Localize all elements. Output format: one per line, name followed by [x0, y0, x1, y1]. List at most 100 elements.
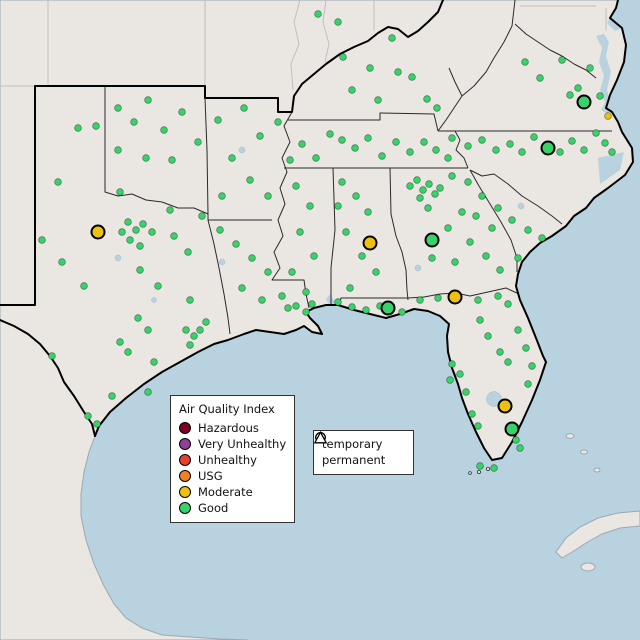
aqi-monitor-marker[interactable] [246, 176, 254, 184]
aqi-monitor-marker[interactable] [170, 232, 178, 240]
aqi-monitor-marker[interactable] [514, 254, 522, 262]
aqi-monitor-marker[interactable] [472, 212, 480, 220]
aqi-monitor-marker[interactable] [238, 284, 246, 292]
aqi-monitor-marker[interactable] [132, 226, 140, 234]
aqi-monitor-marker[interactable] [474, 422, 482, 430]
aqi-monitor-marker[interactable] [372, 268, 380, 276]
aqi-monitor-marker[interactable] [592, 129, 600, 137]
aqi-monitor-marker[interactable] [342, 228, 350, 236]
aqi-monitor-marker[interactable] [134, 314, 142, 322]
aqi-monitor-marker[interactable] [494, 292, 502, 300]
aqi-monitor-marker[interactable] [506, 140, 514, 148]
aqi-monitor-marker[interactable] [92, 122, 100, 130]
aqi-monitor-marker[interactable] [334, 298, 342, 306]
aqi-monitor-marker[interactable] [528, 362, 536, 370]
aqi-monitor-marker[interactable] [434, 294, 442, 302]
aqi-monitor-marker[interactable] [292, 302, 300, 310]
aqi-monitor-marker[interactable] [508, 216, 516, 224]
aqi-monitor-marker[interactable] [419, 186, 427, 194]
aqi-monitor-marker[interactable] [484, 332, 492, 340]
aqi-monitor-marker[interactable] [248, 254, 256, 262]
aqi-monitor-marker[interactable] [398, 308, 406, 316]
aqi-monitor-marker[interactable] [536, 74, 544, 82]
aqi-monitor-marker[interactable] [566, 91, 574, 99]
aqi-monitor-temporary-marker[interactable] [90, 224, 106, 240]
aqi-monitor-marker[interactable] [436, 184, 444, 192]
aqi-monitor-marker[interactable] [184, 248, 192, 256]
aqi-monitor-marker[interactable] [124, 218, 132, 226]
aqi-monitor-marker[interactable] [144, 326, 152, 334]
aqi-monitor-marker[interactable] [530, 133, 538, 141]
aqi-monitor-marker[interactable] [48, 352, 56, 360]
aqi-monitor-marker[interactable] [433, 104, 441, 112]
aqi-monitor-marker[interactable] [326, 130, 334, 138]
aqi-monitor-marker[interactable] [521, 58, 529, 66]
aqi-monitor-marker[interactable] [314, 10, 322, 18]
aqi-monitor-marker[interactable] [444, 224, 452, 232]
aqi-monitor-marker[interactable] [478, 136, 486, 144]
aqi-monitor-marker[interactable] [408, 73, 416, 81]
aqi-monitor-marker[interactable] [240, 104, 248, 112]
aqi-monitor-marker[interactable] [190, 332, 198, 340]
aqi-monitor-marker[interactable] [116, 188, 124, 196]
aqi-monitor-marker[interactable] [54, 178, 62, 186]
aqi-monitor-marker[interactable] [348, 303, 356, 311]
aqi-monitor-marker[interactable] [496, 348, 504, 356]
aqi-monitor-marker[interactable] [284, 304, 292, 312]
aqi-monitor-marker[interactable] [556, 148, 564, 156]
aqi-monitor-marker[interactable] [378, 152, 386, 160]
aqi-monitor-marker[interactable] [334, 202, 342, 210]
aqi-monitor-marker[interactable] [93, 420, 101, 428]
aqi-monitor-marker[interactable] [38, 236, 46, 244]
aqi-monitor-marker[interactable] [451, 258, 459, 266]
aqi-monitor-temporary-marker[interactable] [424, 232, 440, 248]
aqi-monitor-marker[interactable] [420, 138, 428, 146]
aqi-monitor-marker[interactable] [264, 268, 272, 276]
aqi-monitor-marker[interactable] [446, 376, 454, 384]
aqi-monitor-marker[interactable] [346, 284, 354, 292]
aqi-monitor-marker[interactable] [139, 220, 147, 228]
aqi-monitor-marker[interactable] [118, 228, 126, 236]
aqi-monitor-marker[interactable] [144, 388, 152, 396]
aqi-monitor-marker[interactable] [462, 388, 470, 396]
aqi-monitor-marker[interactable] [416, 296, 424, 304]
aqi-monitor-marker[interactable] [448, 134, 456, 142]
aqi-monitor-marker[interactable] [84, 412, 92, 420]
aqi-monitor-marker[interactable] [514, 326, 522, 334]
aqi-monitor-marker[interactable] [468, 410, 476, 418]
aqi-monitor-marker[interactable] [108, 392, 116, 400]
aqi-monitor-marker[interactable] [352, 192, 360, 200]
aqi-monitor-marker[interactable] [160, 126, 168, 134]
aqi-monitor-marker[interactable] [296, 228, 304, 236]
aqi-monitor-temporary-marker[interactable] [576, 94, 592, 110]
aqi-monitor-marker[interactable] [228, 154, 236, 162]
aqi-monitor-marker[interactable] [58, 258, 66, 266]
aqi-monitor-marker[interactable] [466, 238, 474, 246]
aqi-monitor-marker[interactable] [604, 112, 612, 120]
aqi-monitor-temporary-marker[interactable] [380, 300, 396, 316]
aqi-monitor-marker[interactable] [518, 148, 526, 156]
aqi-monitor-marker[interactable] [496, 266, 504, 274]
aqi-monitor-marker[interactable] [114, 146, 122, 154]
aqi-monitor-marker[interactable] [232, 240, 240, 248]
aqi-monitor-marker[interactable] [338, 178, 346, 186]
aqi-monitor-marker[interactable] [286, 156, 294, 164]
aqi-monitor-marker[interactable] [458, 208, 466, 216]
aqi-monitor-marker[interactable] [194, 138, 202, 146]
aqi-monitor-marker[interactable] [601, 139, 609, 147]
aqi-monitor-marker[interactable] [464, 142, 472, 150]
aqi-monitor-marker[interactable] [348, 86, 356, 94]
aqi-monitor-marker[interactable] [364, 208, 372, 216]
aqi-monitor-marker[interactable] [476, 462, 484, 470]
aqi-monitor-marker[interactable] [216, 226, 224, 234]
aqi-monitor-marker[interactable] [494, 204, 502, 212]
aqi-monitor-marker[interactable] [476, 316, 484, 324]
aqi-monitor-marker[interactable] [148, 228, 156, 236]
aqi-monitor-marker[interactable] [196, 326, 204, 334]
aqi-monitor-marker[interactable] [416, 194, 424, 202]
aqi-monitor-marker[interactable] [431, 190, 439, 198]
aqi-monitor-marker[interactable] [406, 182, 414, 190]
aqi-monitor-marker[interactable] [392, 138, 400, 146]
aqi-monitor-marker[interactable] [114, 104, 122, 112]
aqi-monitor-marker[interactable] [568, 137, 576, 145]
